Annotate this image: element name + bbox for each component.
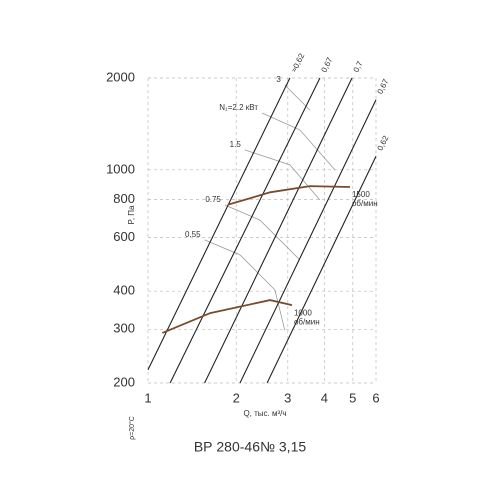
speed-label: 1500 xyxy=(352,190,370,199)
efficiency-line xyxy=(169,77,321,384)
power-curve xyxy=(261,112,336,171)
x-axis-label: Q, тыс. м³/ч xyxy=(243,409,286,418)
chart-title: ВР 280-46№ 3,15 xyxy=(194,439,307,455)
y-tick-label: 200 xyxy=(113,374,135,389)
y-tick-label: 600 xyxy=(113,229,135,244)
efficiency-label: ≈0,62 xyxy=(290,51,307,73)
efficiency-label: 0,7 xyxy=(352,59,365,73)
speed-unit: об/мин xyxy=(352,199,378,208)
y-tick-label: 1000 xyxy=(106,161,135,176)
y-tick-label: 400 xyxy=(113,283,135,298)
power-curve xyxy=(244,149,321,201)
power-label: 1.5 xyxy=(230,140,242,149)
x-tick-label: 5 xyxy=(349,390,356,405)
speed-unit: об/мин xyxy=(294,317,320,326)
y-tick-label: 2000 xyxy=(106,69,135,84)
efficiency-line xyxy=(239,99,377,384)
power-label: N₁=2.2 кВт xyxy=(219,103,258,112)
x-tick-label: 6 xyxy=(372,390,379,405)
speed-label: 1000 xyxy=(294,308,312,317)
y-tick-label: 300 xyxy=(113,321,135,336)
power-label: 0.75 xyxy=(205,195,221,204)
efficiency-label: 0,62 xyxy=(376,134,391,152)
speed-curve xyxy=(162,299,293,334)
power-label: 0.55 xyxy=(185,230,201,239)
y-tick-label: 800 xyxy=(113,191,135,206)
efficiency-label: 0,67 xyxy=(376,77,391,95)
power-curve xyxy=(224,204,301,261)
efficiency-line xyxy=(147,77,291,371)
x-tick-label: 3 xyxy=(284,390,291,405)
x-tick-label: 4 xyxy=(321,390,328,405)
efficiency-line xyxy=(266,156,377,384)
condition-note: ρ=20°C xyxy=(128,416,136,440)
x-tick-label: 2 xyxy=(233,390,240,405)
efficiency-line xyxy=(204,77,353,384)
x-tick-label: 1 xyxy=(144,390,151,405)
efficiency-label: 0,67 xyxy=(319,55,334,73)
power-curve xyxy=(204,239,286,331)
power-label: 3 xyxy=(276,75,281,84)
y-axis-label: P, Па xyxy=(127,205,136,225)
speed-curve xyxy=(227,185,351,206)
